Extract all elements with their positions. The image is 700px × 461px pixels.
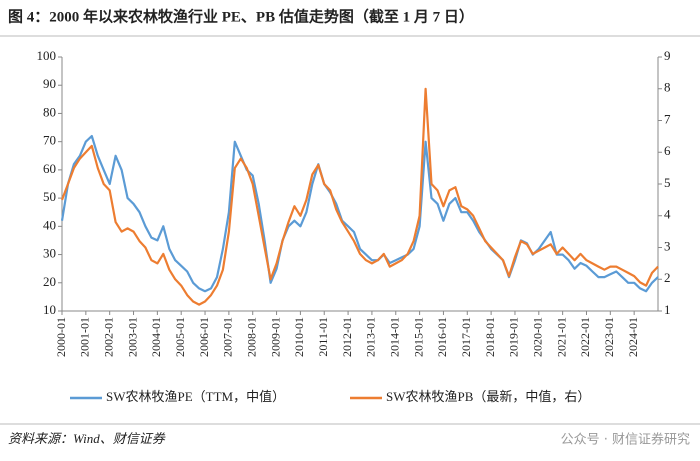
x-tick-label: 2005-01	[173, 317, 187, 357]
y-tick-label: 90	[43, 76, 56, 91]
watermark: 公众号 · 财信证券研究	[561, 432, 690, 448]
x-tick-label: 2017-01	[459, 317, 473, 357]
y-tick-label: 10	[43, 302, 56, 317]
legend-label: SW农林牧渔PB（最新，中值，右）	[386, 389, 590, 404]
y-tick-label: 70	[43, 133, 56, 148]
y2-tick-label: 5	[664, 175, 671, 190]
x-tick-label: 2008-01	[244, 317, 258, 357]
x-tick-label: 2020-01	[531, 317, 545, 357]
x-tick-label: 2006-01	[197, 317, 211, 357]
y-tick-label: 100	[37, 48, 57, 63]
y-tick-label: 20	[43, 274, 56, 289]
x-tick-label: 2010-01	[292, 317, 306, 357]
y2-tick-label: 9	[664, 48, 671, 63]
series-line	[60, 87, 659, 306]
x-tick-label: 2003-01	[125, 317, 139, 357]
y-tick-label: 60	[43, 161, 56, 176]
y2-tick-label: 2	[664, 270, 671, 285]
series-line	[60, 134, 659, 293]
x-tick-label: 2000-01	[54, 317, 68, 357]
y2-tick-label: 3	[664, 238, 671, 253]
x-tick-label: 2014-01	[388, 317, 402, 357]
x-tick-label: 2018-01	[483, 317, 497, 357]
x-tick-label: 2012-01	[340, 317, 354, 357]
x-tick-label: 2021-01	[554, 317, 568, 357]
y2-tick-label: 1	[664, 302, 671, 317]
y-tick-label: 80	[43, 104, 56, 119]
y2-tick-label: 6	[664, 143, 671, 158]
legend-label: SW农林牧渔PE（TTM，中值）	[106, 389, 285, 404]
x-tick-label: 2011-01	[316, 317, 330, 357]
source: 资料来源：Wind、财信证券	[8, 431, 166, 446]
x-tick-label: 2016-01	[435, 317, 449, 357]
x-tick-label: 2004-01	[149, 317, 163, 357]
x-tick-label: 2001-01	[78, 317, 92, 357]
x-tick-label: 2007-01	[221, 317, 235, 357]
y2-tick-label: 8	[664, 80, 671, 95]
y2-tick-label: 7	[664, 111, 671, 126]
x-tick-label: 2024-01	[626, 317, 640, 357]
x-tick-label: 2023-01	[602, 317, 616, 357]
y2-tick-label: 4	[664, 207, 671, 222]
x-tick-label: 2013-01	[364, 317, 378, 357]
x-tick-label: 2022-01	[578, 317, 592, 357]
x-tick-label: 2015-01	[411, 317, 425, 357]
x-tick-label: 2019-01	[507, 317, 521, 357]
y-tick-label: 50	[43, 189, 56, 204]
x-tick-label: 2009-01	[268, 317, 282, 357]
y-tick-label: 30	[43, 246, 56, 261]
y-tick-label: 40	[43, 217, 56, 232]
chart-title: 图 4：2000 年以来农林牧渔行业 PE、PB 估值走势图（截至 1 月 7 …	[8, 7, 474, 25]
x-tick-label: 2002-01	[101, 317, 115, 357]
